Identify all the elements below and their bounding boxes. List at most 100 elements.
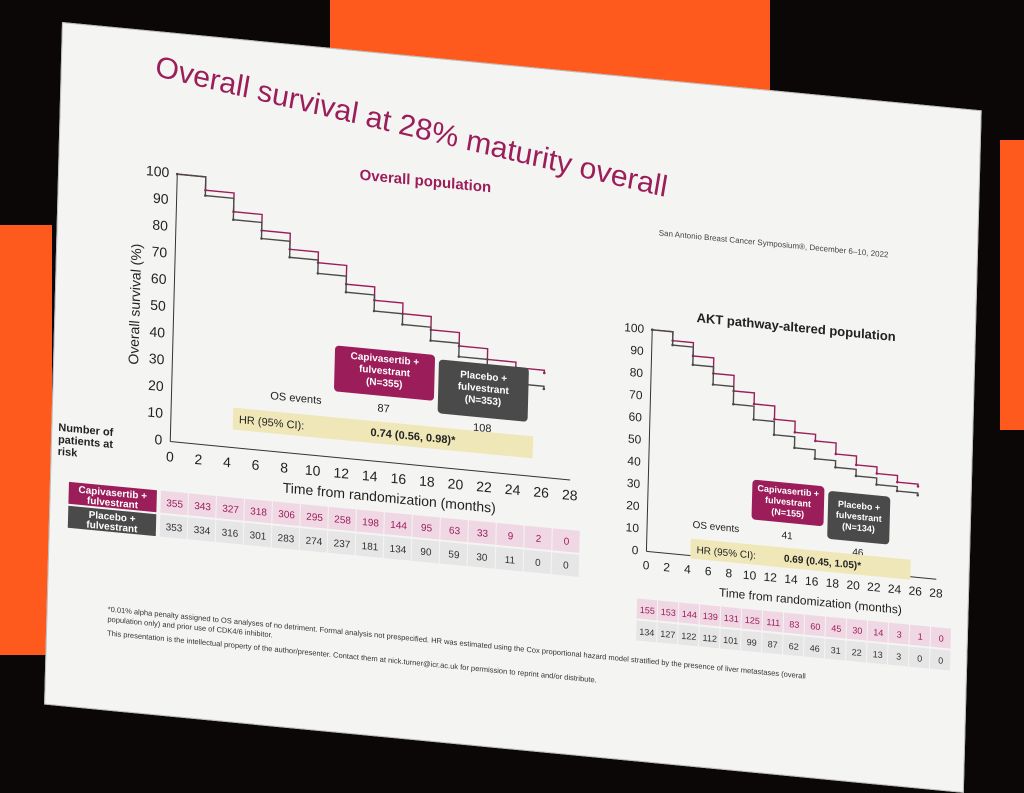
chart1-risk-capi-value: 63	[449, 525, 461, 537]
chart2-x-tick: 24	[888, 582, 902, 597]
chart1-point	[542, 371, 546, 375]
chart1-risk-cell-capi	[524, 525, 552, 551]
chart1-x-tick: 10	[305, 462, 321, 479]
svg-text:Placebo +: Placebo +	[838, 499, 880, 513]
chart2-point	[691, 363, 695, 367]
svg-text:(N=355): (N=355)	[366, 376, 403, 390]
chart2-os-events-placebo: 46	[852, 547, 864, 559]
chart1-point	[372, 309, 376, 313]
chart1-y-tick: 70	[151, 243, 167, 260]
chart1-point	[204, 194, 207, 197]
chart1-risk-cell-placebo	[355, 533, 384, 558]
svg-text:fulvestrant: fulvestrant	[359, 364, 411, 380]
chart1-x-axis	[170, 441, 571, 481]
chart2-y-tick: 80	[630, 365, 644, 380]
chart1-x-tick: 24	[505, 481, 521, 498]
chart2-risk-cell-placebo	[678, 624, 699, 647]
chart2-point	[793, 446, 796, 450]
chart2-risk-cell-capi	[741, 608, 763, 631]
chart2-x-tick: 10	[743, 568, 757, 583]
chart1-risk-placebo-value: 0	[563, 560, 569, 572]
chart2-risk-cell-capi	[867, 620, 889, 643]
chart1-risk-cell-placebo	[439, 541, 468, 567]
chart2-risk-cell-placebo	[741, 630, 762, 653]
svg-text:(N=353): (N=353)	[465, 394, 502, 408]
chart2-risk-capi-value: 3	[897, 629, 902, 639]
chart2-os-events-capi: 41	[781, 530, 793, 542]
chart2-x-tick: 2	[663, 560, 670, 575]
chart2-risk-cell-placebo	[699, 626, 720, 649]
chart2-risk-capi-value: 125	[745, 615, 760, 626]
chart1-risk-capi-value: 0	[564, 536, 570, 548]
svg-text:fulvestrant: fulvestrant	[765, 495, 811, 509]
chart2-risk-placebo-value: 99	[747, 637, 757, 648]
chart1-point	[232, 218, 235, 222]
chart2-point	[711, 383, 715, 386]
chart1-point	[260, 237, 263, 240]
chart2-risk-cell-placebo	[783, 634, 804, 657]
chart1-risk-placebo-value: 90	[420, 547, 432, 559]
chart1-risk-cell-capi	[216, 496, 244, 521]
stage-backdrop-left	[0, 225, 52, 655]
chart2-x-tick: 0	[643, 558, 650, 573]
chart1-risk-capi-value: 327	[222, 504, 239, 517]
chart2-risk-cell-placebo	[762, 632, 783, 655]
chart2-risk-placebo-value: 127	[660, 629, 675, 640]
chart1-os-events-capi: 87	[377, 402, 390, 415]
chart1-x-tick: 8	[280, 459, 288, 476]
chart2-risk-cell-placebo	[908, 646, 930, 669]
chart2-risk-placebo-value: 13	[873, 649, 883, 660]
chart1-title: Overall population	[359, 167, 491, 197]
chart1-risk-cell-capi	[356, 509, 384, 535]
chart2-y-tick: 60	[628, 409, 642, 424]
chart1-risk-capi-value: 95	[421, 523, 433, 535]
chart2-x-tick: 14	[784, 572, 798, 587]
chart2-point	[772, 433, 776, 437]
svg-text:fulvestrant: fulvestrant	[458, 381, 510, 397]
chart2-risk-capi-value: 30	[852, 625, 862, 636]
chart1-risk-label-placebo: Placebo +fulvestrant	[67, 505, 157, 537]
chart2-risk-capi-value: 111	[766, 617, 780, 628]
chart2-risk-cell-capi	[783, 612, 805, 635]
chart2-legend-placebo: Placebo +fulvestrant(N=134)	[827, 491, 891, 545]
chart1-legend-capivasertib: Capivasertib +fulvestrant(N=355)	[334, 345, 435, 401]
chart2-point	[834, 466, 837, 469]
svg-text:fulvestrant: fulvestrant	[86, 520, 138, 536]
presentation-slide: Overall survival at 28% maturity overall…	[44, 22, 982, 793]
chart1-legend-placebo: Placebo +fulvestrant(N=353)	[437, 359, 529, 422]
chart1-risk-cell-capi	[160, 490, 188, 516]
chart2-x-tick: 28	[929, 586, 943, 601]
chart2-risk-cell-placebo	[804, 636, 825, 659]
chart1-risk-cell-placebo	[411, 538, 440, 564]
chart2-point	[854, 474, 858, 478]
svg-text:Placebo +: Placebo +	[89, 510, 136, 525]
chart1-risk-placebo-value: 353	[166, 522, 183, 535]
survival-charts: Overall population AKT pathway-altered p…	[58, 162, 952, 685]
chart1-risk-cell-placebo	[215, 519, 244, 545]
chart2-capivasertib-curve	[652, 329, 919, 487]
chart2-y-tick: 100	[624, 320, 645, 336]
chart2-y-tick: 10	[625, 520, 639, 535]
chart1-risk-cell-capi	[272, 501, 300, 526]
chart2-x-tick: 6	[705, 564, 712, 579]
chart2-risk-placebo-value: 22	[852, 647, 862, 658]
chart1-risk-capi-value: 9	[508, 531, 514, 543]
chart2-os-events-label: OS events	[692, 520, 739, 535]
chart2-y-tick: 0	[632, 543, 639, 558]
chart2-risk-placebo-value: 0	[938, 655, 943, 665]
chart1-y-tick: 20	[148, 377, 164, 394]
chart1-x-tick: 12	[333, 464, 349, 481]
chart2-point	[854, 463, 858, 467]
chart2-risk-placebo-value: 0	[917, 653, 922, 663]
chart1-y-tick: 40	[149, 323, 165, 340]
chart2-risk-cell-placebo	[824, 638, 846, 661]
chart1-risk-cell-placebo	[495, 546, 524, 572]
chart1-x-tick: 0	[166, 448, 174, 465]
chart1-x-tick: 26	[533, 483, 549, 500]
chart1-y-tick: 0	[154, 431, 162, 448]
chart2-x-tick: 26	[908, 584, 922, 599]
chart1-risk-cell-placebo	[299, 528, 328, 553]
chart1-x-tick: 4	[223, 454, 231, 471]
chart2-risk-cell-capi	[657, 600, 679, 623]
chart1-y-tick: 90	[153, 190, 169, 207]
